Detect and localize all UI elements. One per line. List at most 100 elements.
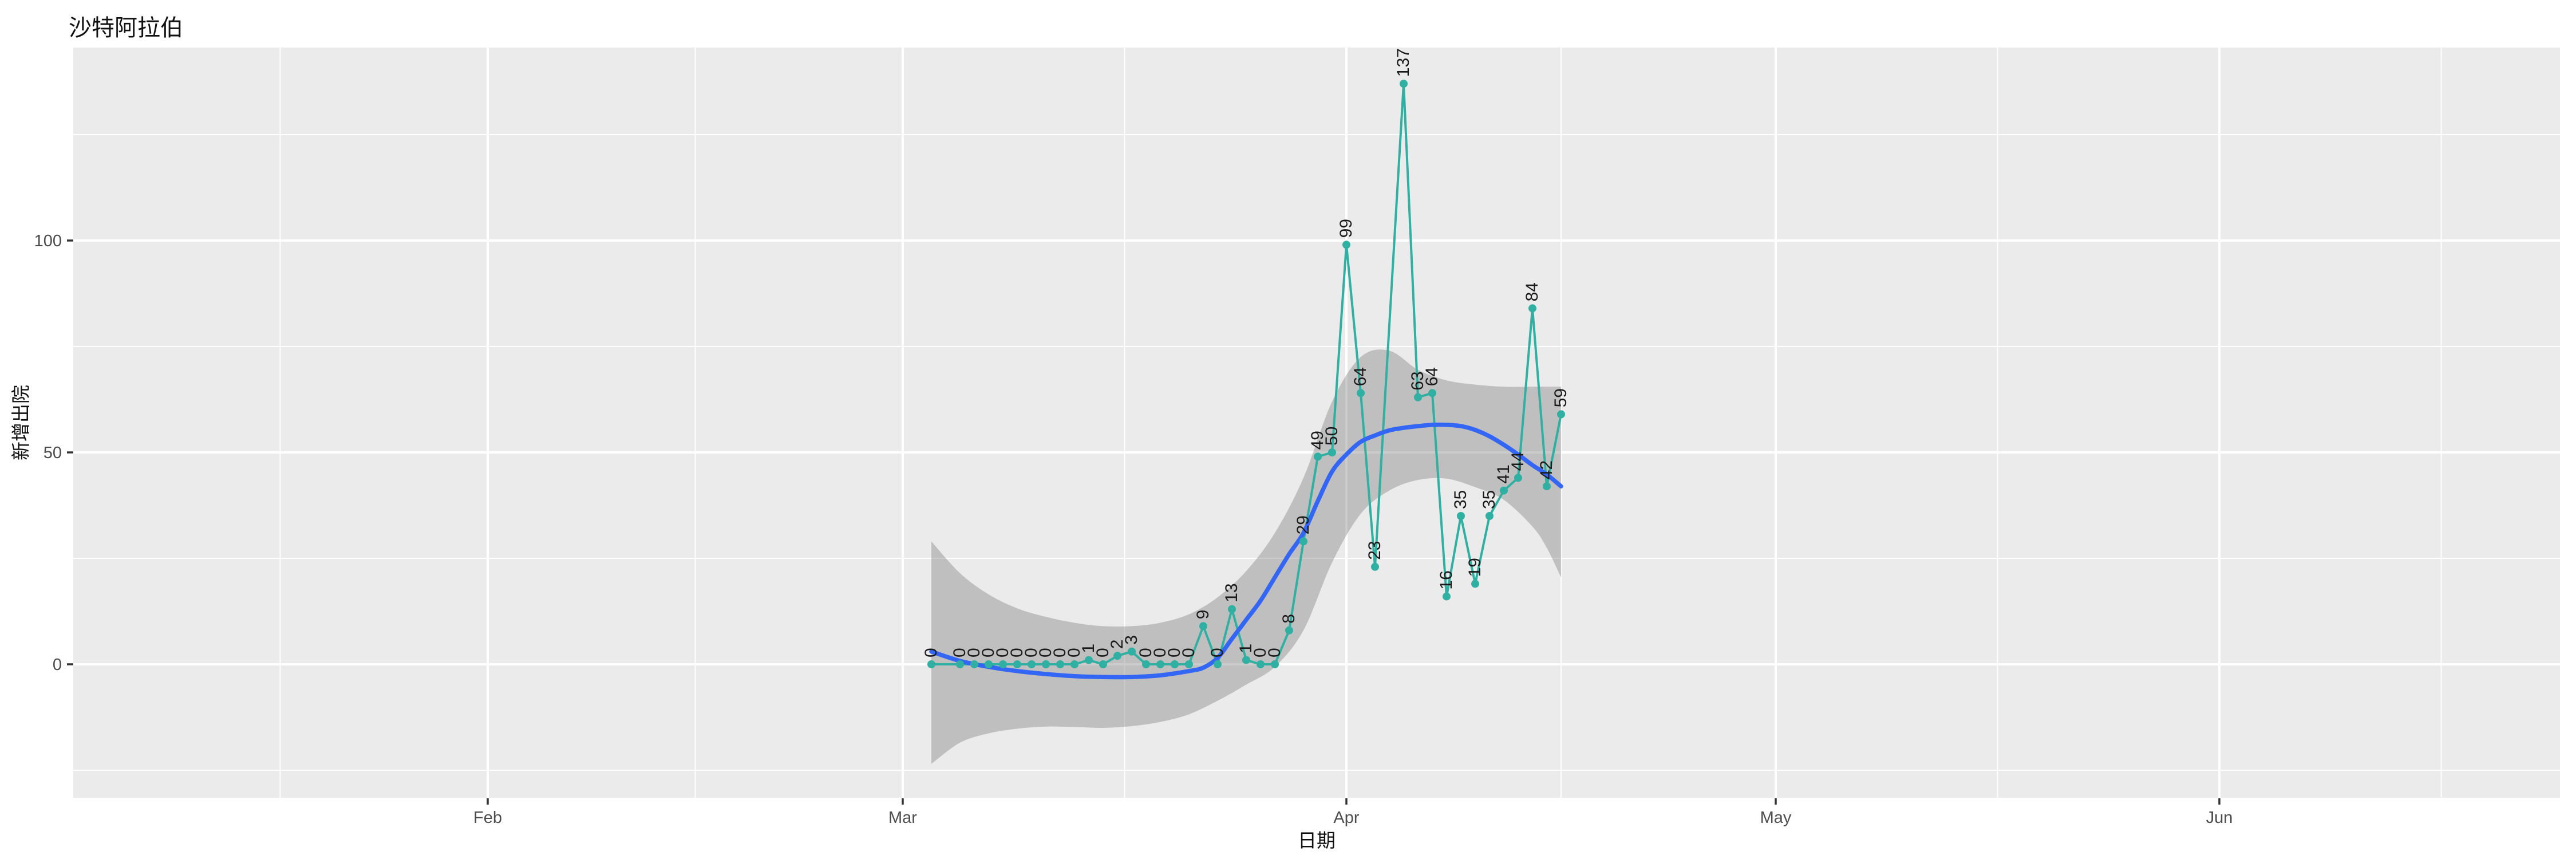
- data-point-label: 0: [922, 648, 941, 657]
- data-point: [927, 660, 935, 668]
- data-point-label: 0: [1151, 648, 1170, 657]
- data-point-label: 64: [1351, 367, 1370, 386]
- data-point: [1400, 80, 1408, 88]
- data-point-label: 9: [1194, 610, 1212, 620]
- data-point: [985, 660, 993, 668]
- data-point-label: 35: [1480, 490, 1499, 509]
- data-point-label: 0: [1036, 648, 1055, 657]
- data-point: [1085, 656, 1093, 664]
- chart-title: 沙特阿拉伯: [69, 15, 183, 41]
- data-point-label: 137: [1394, 48, 1413, 77]
- data-point-label: 50: [1322, 427, 1341, 446]
- data-point: [1013, 660, 1021, 668]
- data-point: [956, 660, 964, 668]
- data-point-label: 0: [1136, 648, 1155, 657]
- data-point-label: 0: [993, 648, 1012, 657]
- data-point-label: 99: [1337, 219, 1356, 238]
- data-point: [1042, 660, 1050, 668]
- data-point: [1543, 482, 1551, 491]
- x-axis-tick-label: Mar: [888, 809, 917, 827]
- data-point: [1342, 241, 1350, 249]
- x-axis-tick-label: Feb: [473, 809, 502, 827]
- x-axis-tick-label: Jun: [2206, 809, 2233, 827]
- data-point: [1357, 389, 1365, 397]
- data-point-label: 0: [1022, 648, 1041, 657]
- data-point: [1199, 622, 1207, 631]
- data-point: [1500, 486, 1508, 495]
- data-point-label: 63: [1408, 371, 1427, 390]
- smooth-line: [929, 422, 1563, 680]
- y-axis-title: 新增出院: [10, 385, 31, 460]
- data-point: [1557, 410, 1565, 419]
- data-point: [1299, 537, 1307, 546]
- data-point: [1056, 660, 1064, 668]
- data-point: [1414, 393, 1422, 401]
- data-point-label: 59: [1551, 388, 1570, 407]
- data-point-label: 0: [1208, 648, 1227, 657]
- data-point-label: 29: [1294, 515, 1313, 534]
- data-point: [1428, 389, 1436, 397]
- data-point: [1214, 660, 1222, 668]
- data-point: [1371, 562, 1379, 571]
- data-point-label: 0: [950, 648, 969, 657]
- data-point: [1028, 660, 1036, 668]
- data-point-label: 3: [1122, 635, 1141, 645]
- data-point: [1443, 592, 1451, 601]
- data-point-label: 0: [1008, 648, 1026, 657]
- data-point-label: 84: [1523, 282, 1542, 301]
- data-point: [1514, 474, 1522, 482]
- data-point: [1485, 512, 1494, 520]
- data-point-label: 64: [1423, 367, 1441, 386]
- data-point: [1528, 304, 1536, 313]
- data-point: [1171, 660, 1179, 668]
- data-point: [1185, 660, 1193, 668]
- data-point-label: 1: [1079, 644, 1098, 653]
- data-point-label: 23: [1365, 541, 1384, 559]
- data-point-label: 16: [1437, 570, 1456, 589]
- data-point-label: 0: [1093, 648, 1112, 657]
- data-point-label: 0: [1265, 648, 1284, 657]
- data-point: [1257, 660, 1265, 668]
- data-point: [1099, 660, 1107, 668]
- data-point-label: 0: [1251, 648, 1270, 657]
- data-point: [1113, 652, 1121, 660]
- plot-panel: [73, 48, 2560, 798]
- data-point: [1457, 512, 1465, 520]
- data-point-label: 0: [965, 648, 983, 657]
- data-point: [970, 660, 978, 668]
- data-point-label: 41: [1494, 464, 1513, 483]
- x-axis-tick-label: Apr: [1333, 809, 1359, 827]
- data-point-label: 2: [1108, 640, 1127, 649]
- data-point: [1156, 660, 1164, 668]
- data-point: [1285, 626, 1293, 635]
- data-point: [1142, 660, 1150, 668]
- data-point: [1471, 580, 1479, 588]
- y-axis-tick-label: 100: [34, 232, 62, 250]
- data-point-label: 42: [1537, 460, 1556, 479]
- data-point: [999, 660, 1007, 668]
- data-point: [1271, 660, 1279, 668]
- data-point: [1314, 452, 1322, 461]
- data-point-label: 35: [1451, 490, 1470, 509]
- data-point: [1328, 448, 1336, 456]
- data-point-label: 0: [1179, 648, 1198, 657]
- data-point-label: 8: [1279, 614, 1298, 624]
- x-axis-tick-label: May: [1760, 809, 1792, 827]
- data-point: [1228, 605, 1236, 613]
- data-point-label: 0: [1165, 648, 1184, 657]
- data-point: [1070, 660, 1078, 668]
- data-point-label: 19: [1465, 558, 1484, 577]
- data-point-label: 0: [1050, 648, 1069, 657]
- data-point-label: 44: [1508, 452, 1527, 471]
- data-point: [1242, 656, 1250, 664]
- data-point-label: 0: [1065, 648, 1084, 657]
- x-axis-title: 日期: [1298, 830, 1336, 851]
- data-point-label: 0: [979, 648, 998, 657]
- data-point: [1128, 647, 1136, 656]
- y-axis-tick-label: 50: [44, 444, 62, 462]
- data-point-label: 49: [1308, 431, 1327, 450]
- y-axis-tick-label: 0: [53, 656, 62, 674]
- data-point-label: 13: [1222, 583, 1241, 602]
